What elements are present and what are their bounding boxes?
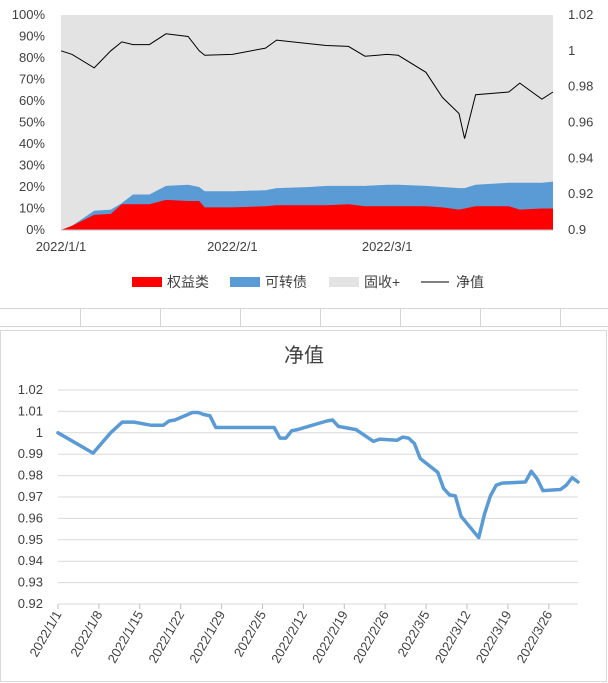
legend-label: 固收+	[364, 274, 400, 290]
y-left-tick-label: 10%	[19, 201, 45, 216]
y-left-tick-label: 20%	[19, 179, 45, 194]
legend-entry: 可转债	[230, 274, 307, 290]
y-left-tick-label: 90%	[19, 29, 45, 44]
y-right-tick-label: 0.96	[568, 115, 593, 130]
y-left-tick-label: 0%	[26, 222, 45, 237]
y-left-tick-label: 70%	[19, 72, 45, 87]
allocation-nav-chart: 0% 10% 20% 30% 40% 50% 60% 70% 80% 90% 100% 0.9 0.92…	[12, 7, 594, 290]
legend-entry: 固收+	[329, 274, 400, 290]
y-tick-label: 0.97	[18, 489, 43, 504]
chart-border	[0, 330, 607, 682]
y-right-tick-label: 1	[568, 43, 575, 58]
gridline-col	[480, 308, 481, 327]
nav-line	[60, 33, 554, 139]
gridline-col	[320, 308, 321, 327]
legend-swatch	[132, 277, 162, 287]
gridline-col	[560, 308, 561, 327]
area-series-equity	[61, 199, 553, 230]
y-right-tick-label: 0.98	[568, 79, 593, 94]
gridline-col	[160, 308, 161, 327]
plot-area	[56, 410, 580, 540]
nav-line-chart: 净值 0.92 0.93 0.94 0.95 0.96 0.97 0.98 0.99 1 1.01…	[0, 330, 607, 682]
y-tick-label: 0.92	[18, 596, 43, 611]
y-left-tick-label: 50%	[19, 115, 45, 130]
nav-line	[56, 410, 580, 540]
spreadsheet-gridlines	[0, 308, 608, 330]
gridline-row-2	[0, 326, 608, 327]
gridline-row-1	[0, 308, 608, 309]
legend: 权益类 可转债 固收+ 净值	[132, 274, 484, 290]
y-right-tick-label: 0.92	[568, 186, 593, 201]
axis-ticks: 0% 10% 20% 30% 40% 50% 60% 70% 80% 90% 100% 0.9 0.92…	[12, 7, 594, 254]
legend-entry: 净值	[421, 274, 484, 290]
y-tick-label: 0.96	[18, 510, 43, 525]
y-tick-label: 0.95	[18, 532, 43, 547]
y-right-tick-label: 0.9	[568, 222, 586, 237]
gridline-col	[400, 308, 401, 327]
legend-label: 净值	[456, 274, 484, 290]
x-tick-label: 2022/1/1	[36, 239, 87, 254]
y-tick-label: 0.93	[18, 575, 43, 590]
x-tick-label: 2022/2/1	[207, 239, 258, 254]
x-tick-label: 2022/3/1	[362, 239, 413, 254]
y-tick-label: 0.94	[18, 553, 43, 568]
y-left-tick-label: 80%	[19, 50, 45, 65]
y-tick-label: 0.98	[18, 468, 43, 483]
y-right-tick-label: 0.94	[568, 150, 593, 165]
y-left-tick-label: 60%	[19, 93, 45, 108]
legend-label: 可转债	[265, 274, 307, 290]
y-tick-label: 1.01	[18, 403, 43, 418]
gridline-col	[240, 308, 241, 327]
legend-swatch	[230, 277, 260, 287]
legend-swatch	[329, 277, 359, 287]
y-tick-label: 1	[36, 425, 43, 440]
area-series-fixed-income-plus	[61, 15, 553, 230]
y-left-tick-label: 100%	[12, 7, 46, 22]
chart-title: 净值	[284, 344, 324, 367]
legend-entry: 权益类	[132, 274, 209, 290]
gridlines	[58, 389, 578, 605]
y-right-tick-label: 1.02	[568, 7, 593, 22]
y-tick-label: 1.02	[18, 382, 43, 397]
y-tick-label: 0.99	[18, 446, 43, 461]
y-left-tick-label: 30%	[19, 158, 45, 173]
gridline-col	[80, 308, 81, 327]
legend-label: 权益类	[167, 274, 209, 290]
plot-area	[60, 15, 554, 230]
y-left-tick-label: 40%	[19, 136, 45, 151]
